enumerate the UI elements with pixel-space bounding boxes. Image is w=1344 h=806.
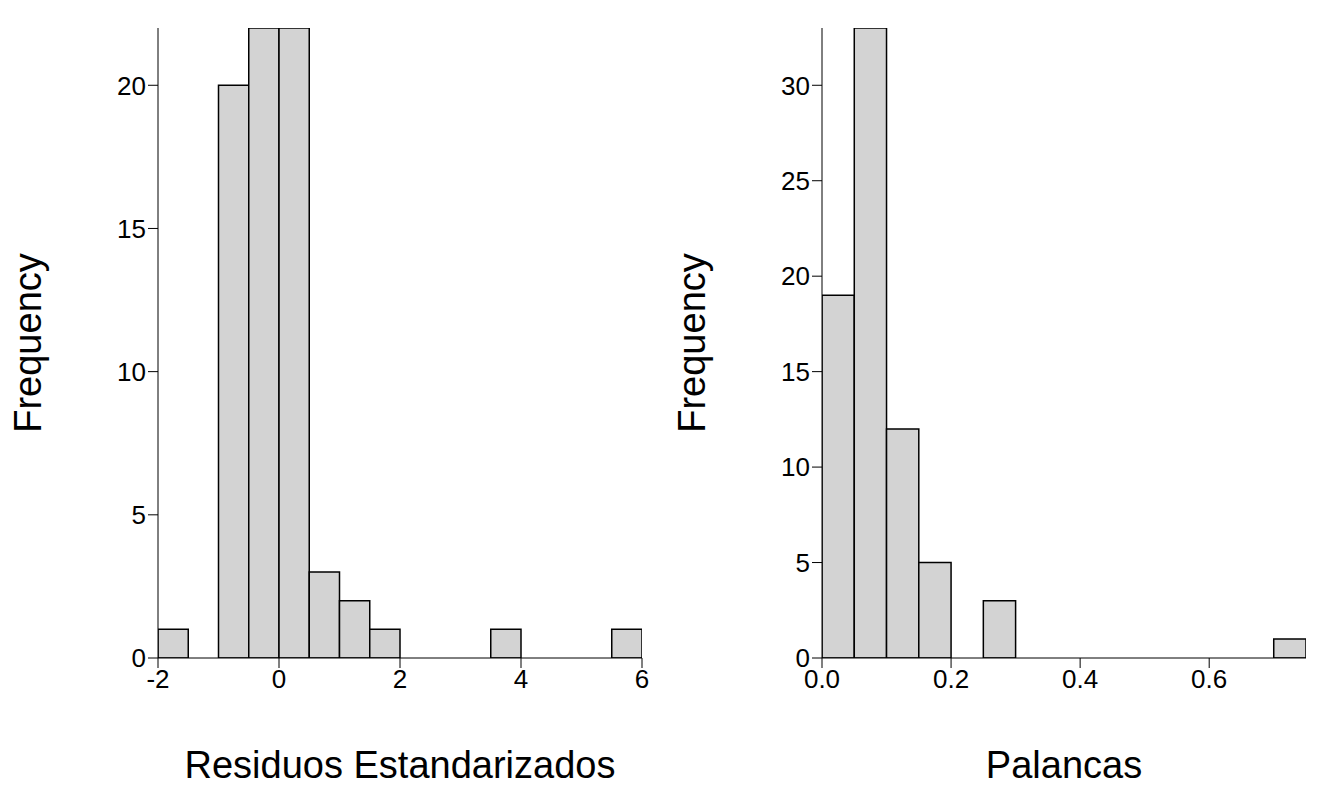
svg-text:Frequency: Frequency — [8, 253, 49, 433]
svg-text:-2: -2 — [146, 664, 169, 694]
svg-text:Palancas: Palancas — [986, 744, 1142, 786]
svg-text:6: 6 — [635, 664, 649, 694]
svg-text:15: 15 — [781, 357, 810, 387]
svg-text:10: 10 — [781, 452, 810, 482]
svg-text:5: 5 — [796, 548, 810, 578]
svg-text:20: 20 — [781, 261, 810, 291]
svg-text:15: 15 — [117, 214, 146, 244]
svg-text:Frequency: Frequency — [672, 253, 713, 433]
svg-text:0.6: 0.6 — [1191, 664, 1227, 694]
svg-text:0.0: 0.0 — [803, 664, 841, 695]
svg-text:0: 0 — [796, 643, 810, 673]
svg-text:Residuos Estandarizados: Residuos Estandarizados — [185, 744, 616, 786]
svg-text:0: 0 — [132, 643, 146, 673]
svg-text:30: 30 — [781, 71, 810, 101]
svg-text:0.2: 0.2 — [933, 664, 969, 694]
svg-text:0: 0 — [272, 664, 286, 694]
svg-text:20: 20 — [117, 71, 146, 101]
svg-text:0.4: 0.4 — [1062, 664, 1098, 694]
svg-text:5: 5 — [132, 500, 146, 530]
svg-text:2: 2 — [393, 664, 407, 694]
svg-text:10: 10 — [117, 357, 146, 387]
svg-text:25: 25 — [781, 166, 810, 196]
svg-text:4: 4 — [514, 664, 528, 694]
